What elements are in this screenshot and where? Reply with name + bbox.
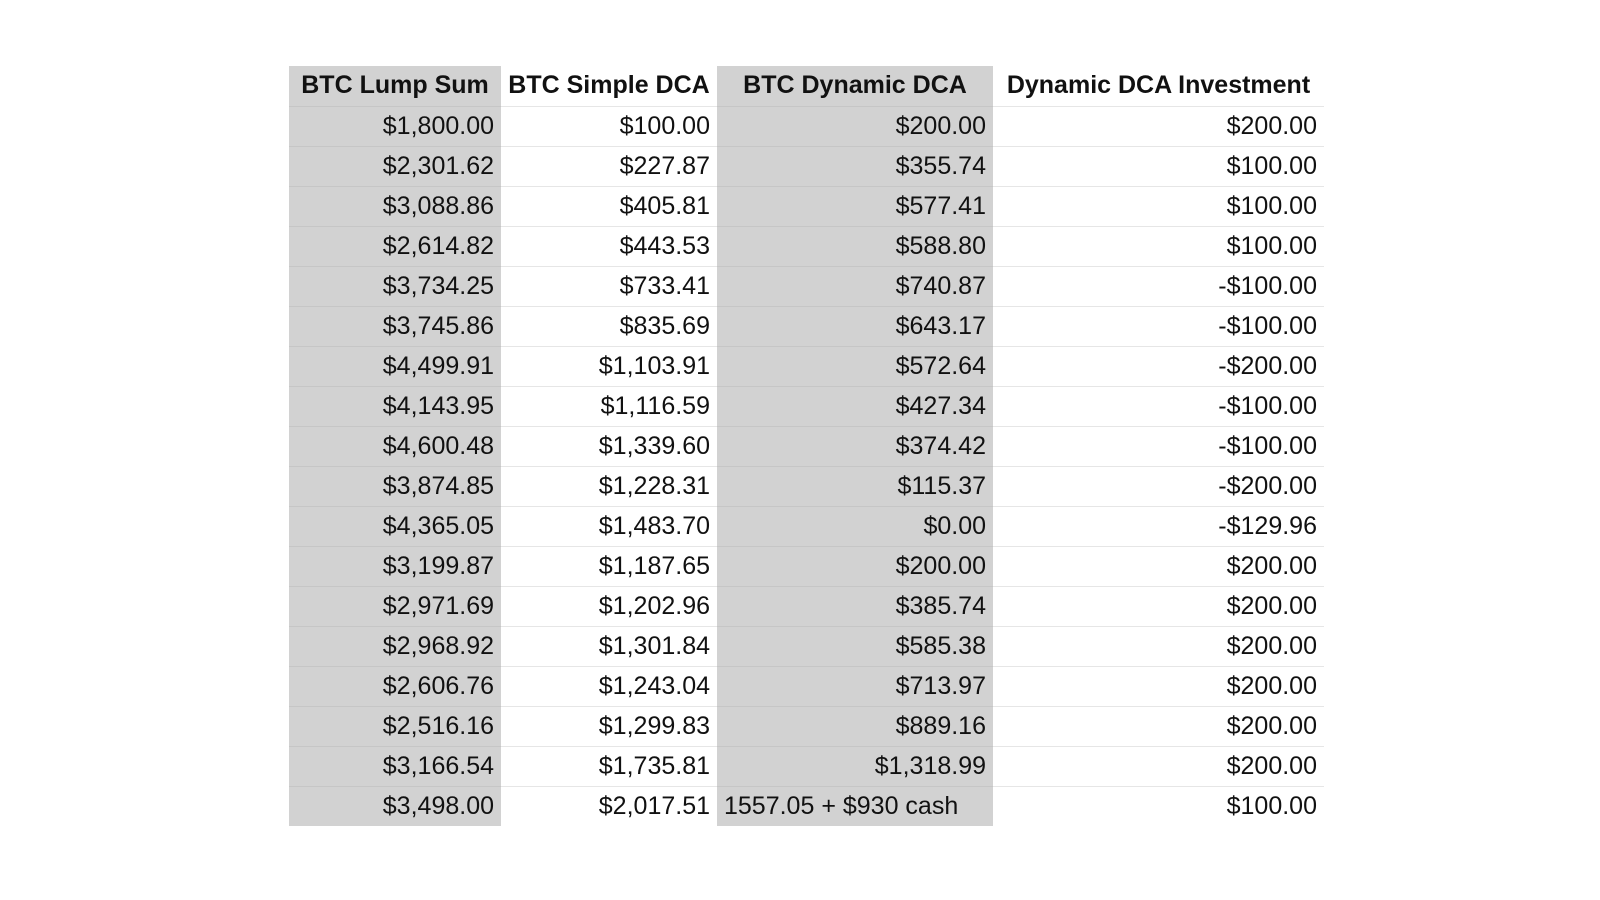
cell-btc-lump-sum[interactable]: $2,971.69 [289,586,501,627]
cell-dynamic-dca-investment[interactable]: $100.00 [1226,791,1317,820]
cell-btc-simple-dca[interactable]: $1,299.83 [501,706,717,747]
cell-btc-lump-sum[interactable]: $2,301.62 [289,146,501,187]
table-row: $3,734.25 $733.41 $740.87 -$100.00 [289,266,1324,307]
cell-btc-lump-sum[interactable]: $3,166.54 [289,746,501,787]
cell-btc-lump-sum[interactable]: $2,614.82 [289,226,501,267]
cell-dynamic-dca-investment[interactable]: $200.00 [993,666,1324,707]
cell-btc-lump-sum[interactable]: $4,600.48 [289,426,501,467]
cell-btc-dynamic-dca[interactable]: $889.16 [717,706,993,747]
table-row: $1,800.00 $100.00 $200.00 $200.00 [289,106,1324,147]
cell-btc-simple-dca[interactable]: $405.81 [501,186,717,227]
cell-dynamic-dca-investment[interactable]: $200.00 [993,706,1324,747]
cell-btc-dynamic-dca[interactable]: $355.74 [717,146,993,187]
cell-btc-dynamic-dca[interactable]: $385.74 [717,586,993,627]
cell-btc-lump-sum[interactable]: $4,365.05 [289,506,501,547]
cell-btc-dynamic-dca[interactable]: $713.97 [717,666,993,707]
cell-btc-dynamic-dca[interactable]: $1,318.99 [717,746,993,787]
cell-dynamic-dca-investment[interactable]: -$200.00 [993,466,1324,507]
cell-btc-dynamic-dca[interactable]: 1557.05 + $930 cash [717,786,993,826]
cell-dynamic-dca-investment[interactable]: $200.00 [993,106,1324,147]
table-row: $2,301.62 $227.87 $355.74 $100.00 [289,146,1324,187]
cell-btc-dynamic-dca[interactable]: $740.87 [717,266,993,307]
header-btc-simple-dca[interactable]: BTC Simple DCA [501,66,717,107]
cell-dynamic-dca-investment[interactable]: $200.00 [993,546,1324,587]
cell-btc-lump-sum[interactable]: $1,800.00 [289,106,501,147]
cell-btc-dynamic-dca[interactable]: $572.64 [717,346,993,387]
cell-btc-lump-sum[interactable]: $3,199.87 [289,546,501,587]
table-row: $3,874.85 $1,228.31 $115.37 -$200.00 [289,466,1324,507]
cell-btc-lump-sum[interactable]: $3,874.85 [289,466,501,507]
table-row: $2,968.92 $1,301.84 $585.38 $200.00 [289,626,1324,667]
cell-btc-simple-dca[interactable]: $1,116.59 [501,386,717,427]
cell-btc-simple-dca[interactable]: $1,339.60 [501,426,717,467]
cell-dynamic-dca-investment[interactable]: $100.00 [993,146,1324,187]
table-header: BTC Lump Sum BTC Simple DCA BTC Dynamic … [289,66,1324,107]
cell-btc-dynamic-dca[interactable]: $115.37 [717,466,993,507]
cell-dynamic-dca-investment[interactable]: -$100.00 [993,306,1324,347]
header-btc-lump-sum[interactable]: BTC Lump Sum [289,66,501,107]
cell-btc-simple-dca[interactable]: $443.53 [501,226,717,267]
header-row: BTC Lump Sum BTC Simple DCA BTC Dynamic … [289,66,1324,107]
cell-btc-dynamic-dca[interactable]: $577.41 [717,186,993,227]
table-row: $2,971.69 $1,202.96 $385.74 $200.00 [289,586,1324,627]
cell-btc-lump-sum[interactable]: $4,499.91 [289,346,501,387]
table-row: $4,365.05 $1,483.70 $0.00 -$129.96 [289,506,1324,547]
cell-btc-simple-dca[interactable]: $1,228.31 [501,466,717,507]
cell-btc-dynamic-dca[interactable]: $427.34 [717,386,993,427]
table-row: $3,745.86 $835.69 $643.17 -$100.00 [289,306,1324,347]
cell-btc-simple-dca[interactable]: $733.41 [501,266,717,307]
table-row: $3,199.87 $1,187.65 $200.00 $200.00 [289,546,1324,587]
cell-dynamic-dca-investment[interactable]: $100.00 [993,186,1324,227]
cell-btc-lump-sum[interactable]: $2,606.76 [289,666,501,707]
cell-btc-dynamic-dca[interactable]: $585.38 [717,626,993,667]
cell-btc-simple-dca[interactable]: $100.00 [501,106,717,147]
cell-btc-dynamic-dca[interactable]: $200.00 [717,546,993,587]
cell-btc-simple-dca[interactable]: $2,017.51 [598,791,710,820]
cell-btc-simple-dca[interactable]: $1,202.96 [501,586,717,627]
table-row: $4,143.95 $1,116.59 $427.34 -$100.00 [289,386,1324,427]
cell-dynamic-dca-investment[interactable]: -$129.96 [993,506,1324,547]
cell-btc-simple-dca[interactable]: $1,483.70 [501,506,717,547]
cell-btc-lump-sum[interactable]: $3,088.86 [289,186,501,227]
cell-dynamic-dca-investment[interactable]: -$100.00 [993,266,1324,307]
spreadsheet-table: BTC Lump Sum BTC Simple DCA BTC Dynamic … [289,66,1324,826]
cell-btc-dynamic-dca[interactable]: $374.42 [717,426,993,467]
cell-btc-dynamic-dca[interactable]: $200.00 [717,106,993,147]
table-row: $3,498.00 $2,017.51 1557.05 + $930 cash $10… [289,786,1324,826]
cell-btc-dynamic-dca[interactable]: $643.17 [717,306,993,347]
header-btc-dynamic-dca[interactable]: BTC Dynamic DCA [717,66,993,107]
cell-dynamic-dca-investment[interactable]: -$100.00 [993,386,1324,427]
cell-btc-simple-dca[interactable]: $1,103.91 [501,346,717,387]
cell-btc-simple-dca[interactable]: $835.69 [501,306,717,347]
cell-dynamic-dca-investment[interactable]: $200.00 [993,746,1324,787]
cell-dynamic-dca-investment[interactable]: $100.00 [993,226,1324,267]
cell-dynamic-dca-investment[interactable]: $200.00 [993,626,1324,667]
cell-btc-dynamic-dca[interactable]: $588.80 [717,226,993,267]
cell-btc-lump-sum[interactable]: $3,498.00 [289,786,501,826]
table-body: $1,800.00 $100.00 $200.00 $200.00 $2,301.62 $… [289,106,1324,826]
table-row: $2,614.82 $443.53 $588.80 $100.00 [289,226,1324,267]
cell-dynamic-dca-investment[interactable]: -$200.00 [993,346,1324,387]
table-row: $3,166.54 $1,735.81 $1,318.99 $200.00 [289,746,1324,787]
cell-btc-lump-sum[interactable]: $2,516.16 [289,706,501,747]
cell-btc-simple-dca[interactable]: $1,243.04 [501,666,717,707]
cell-btc-simple-dca[interactable]: $1,301.84 [501,626,717,667]
cell-btc-lump-sum[interactable]: $3,745.86 [289,306,501,347]
cell-dynamic-dca-investment[interactable]: -$100.00 [993,426,1324,467]
table-row: $4,499.91 $1,103.91 $572.64 -$200.00 [289,346,1324,387]
cell-btc-lump-sum[interactable]: $4,143.95 [289,386,501,427]
cell-btc-lump-sum[interactable]: $3,734.25 [289,266,501,307]
cell-btc-lump-sum[interactable]: $2,968.92 [289,626,501,667]
table-row: $2,606.76 $1,243.04 $713.97 $200.00 [289,666,1324,707]
cell-btc-simple-dca[interactable]: $1,735.81 [501,746,717,787]
table-row: $2,516.16 $1,299.83 $889.16 $200.00 [289,706,1324,747]
cell-dynamic-dca-investment[interactable]: $200.00 [993,586,1324,627]
cell-btc-dynamic-dca[interactable]: $0.00 [717,506,993,547]
cell-btc-simple-dca[interactable]: $1,187.65 [501,546,717,587]
cell-btc-simple-dca[interactable]: $227.87 [501,146,717,187]
table-row: $4,600.48 $1,339.60 $374.42 -$100.00 [289,426,1324,467]
table-row: $3,088.86 $405.81 $577.41 $100.00 [289,186,1324,227]
header-dynamic-dca-investment[interactable]: Dynamic DCA Investment [993,66,1324,107]
